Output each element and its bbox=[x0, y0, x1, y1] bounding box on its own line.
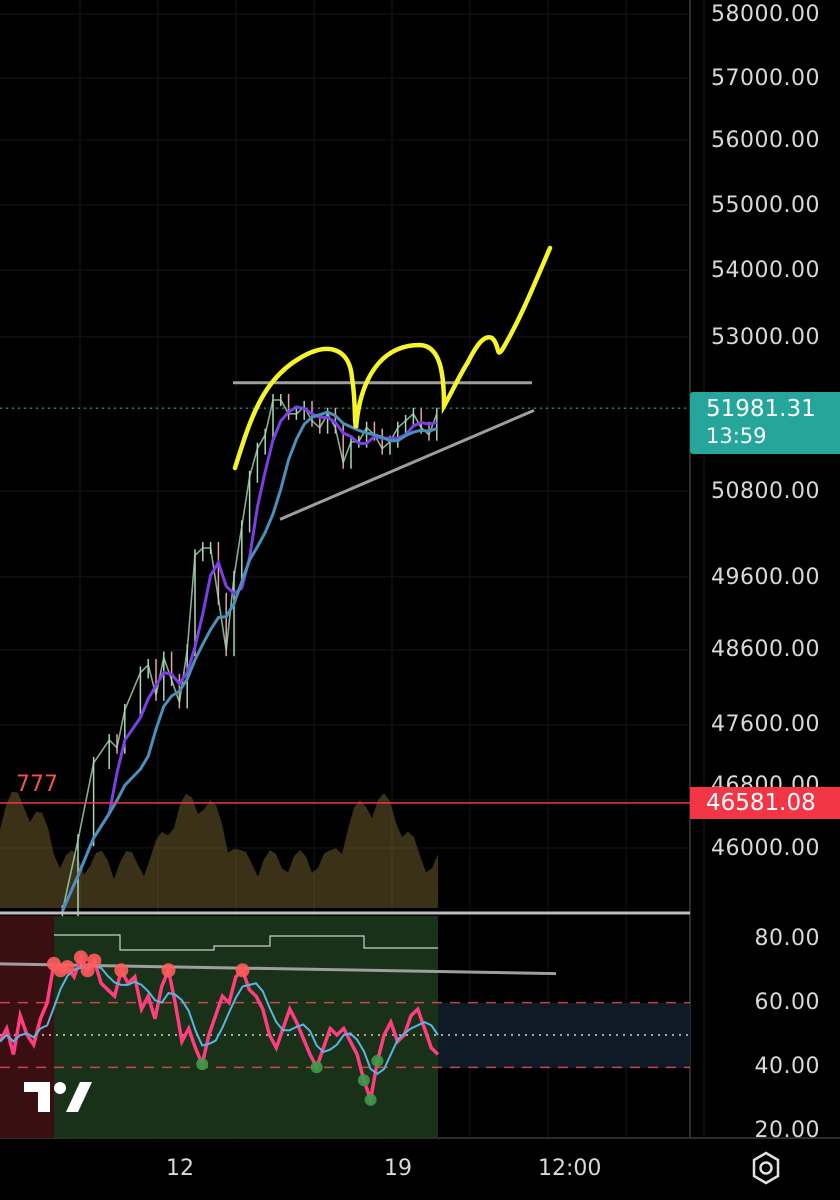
candle-countdown: 13:59 bbox=[706, 424, 767, 448]
overbought-dot bbox=[161, 963, 176, 978]
rsi-step-line bbox=[54, 934, 438, 951]
overbought-dot bbox=[114, 963, 129, 978]
rsi-bg-bullish bbox=[54, 916, 438, 1138]
ascending-trendline bbox=[279, 408, 535, 521]
volume-area bbox=[0, 791, 438, 908]
y-tick-58000: 58000.00 bbox=[711, 2, 820, 27]
gear-icon[interactable] bbox=[748, 1150, 784, 1186]
overbought-dot bbox=[73, 950, 88, 965]
y-tick-49600: 49600.00 bbox=[711, 565, 820, 590]
projection-drawing bbox=[232, 245, 553, 471]
rsi-tick-20: 20.00 bbox=[754, 1118, 820, 1143]
oversold-dot bbox=[364, 1093, 377, 1106]
oversold-dot bbox=[357, 1074, 370, 1087]
rsi-tick-60: 60.00 bbox=[754, 990, 820, 1015]
rsi-tick-80: 80.00 bbox=[754, 926, 820, 951]
x-tick-12: 12 bbox=[166, 1156, 194, 1181]
oversold-dot bbox=[371, 1054, 384, 1067]
horizontal-line-price: 46581.08 bbox=[706, 790, 816, 816]
current-price-value: 51981.31 bbox=[706, 396, 816, 422]
y-tick-47600: 47600.00 bbox=[711, 712, 820, 737]
y-tick-53000: 53000.00 bbox=[711, 325, 820, 350]
y-tick-54000: 54000.00 bbox=[711, 258, 820, 283]
tradingview-logo bbox=[22, 1078, 92, 1114]
y-tick-57000: 57000.00 bbox=[711, 66, 820, 91]
horizontal-line-price-badge[interactable]: 46581.08 bbox=[690, 787, 840, 819]
horizontal-line-label: 777 bbox=[16, 772, 58, 797]
y-tick-46000: 46000.00 bbox=[711, 836, 820, 861]
price-line bbox=[61, 399, 438, 912]
x-tick-19: 19 bbox=[384, 1156, 412, 1181]
overbought-dot bbox=[235, 963, 250, 978]
moving-average-slow bbox=[61, 410, 438, 912]
overbought-dot bbox=[87, 953, 102, 968]
x-tick-1200: 12:00 bbox=[538, 1156, 602, 1181]
y-tick-48600: 48600.00 bbox=[711, 637, 820, 662]
oversold-dot bbox=[196, 1058, 209, 1071]
overbought-dot bbox=[60, 960, 75, 975]
current-price-badge[interactable]: 51981.31 13:59 bbox=[690, 392, 840, 454]
rsi-tick-40: 40.00 bbox=[754, 1054, 820, 1079]
y-tick-56000: 56000.00 bbox=[711, 128, 820, 153]
oversold-dot bbox=[310, 1061, 323, 1074]
y-tick-50800: 50800.00 bbox=[711, 479, 820, 504]
rsi-band-fill bbox=[438, 1003, 690, 1068]
y-tick-55000: 55000.00 bbox=[711, 193, 820, 218]
